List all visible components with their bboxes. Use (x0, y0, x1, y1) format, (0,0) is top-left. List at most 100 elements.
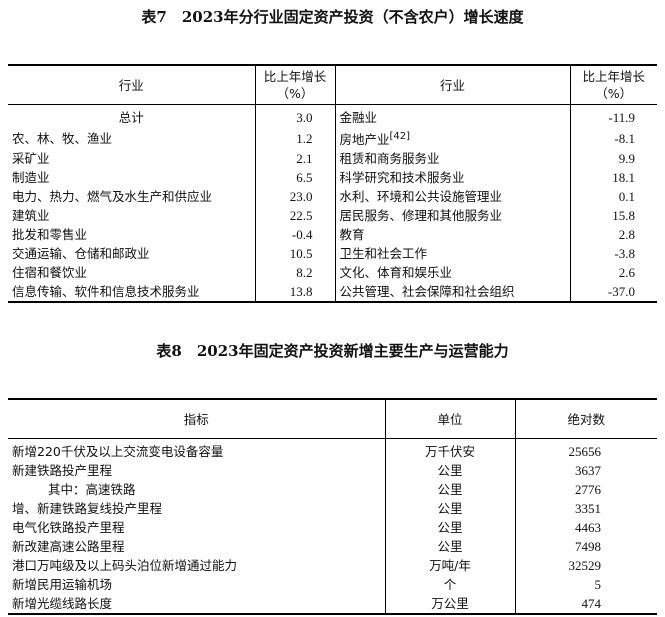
table7: 行业 比上年增长 （%） 行业 比上年增长 （%） 总计 3.0 金融业 -11.9 农、林… (8, 64, 657, 304)
value-cell: 4463 (575, 520, 601, 535)
value-cell: 7498 (575, 539, 601, 554)
industry-cell: 信息传输、软件和信息技术服务业 (8, 282, 256, 303)
table8: 指标 单位 绝对数 新增220千伏及以上交流变电设备容量 万千伏安 25656 新建铁… (8, 398, 657, 615)
table-row: 总计 3.0 金融业 -11.9 (8, 104, 657, 127)
table-row: 新增民用运输机场个 5 (8, 575, 657, 594)
header-industry-right: 行业 (335, 65, 571, 105)
table-row: 采矿业 2.1 租赁和商务服务业 9.9 (8, 149, 657, 169)
table-row: 批发和零售业 -0.4 教育 2.8 (8, 225, 657, 245)
industry-name: 文化、体育和娱乐业 (339, 265, 453, 281)
industry-cell: 交通运输、仓储和邮政业 (8, 244, 256, 264)
growth-cell: 1.2 (255, 127, 336, 150)
industry-name: 科学研究和技术服务业 (339, 170, 465, 186)
industry-cell: 批发和零售业 (8, 225, 256, 245)
growth-cell: 13.8 (255, 282, 336, 303)
value-cell: 2776 (575, 482, 601, 497)
industry-cell: 金融业 (335, 104, 571, 127)
indicator-cell: 新改建高速公路里程 (8, 537, 386, 556)
table-row: 增、新建铁路复线投产里程 公里 3351 (8, 499, 657, 518)
growth-cell: 23.0 (255, 187, 336, 207)
unit-cell: 公里 (385, 537, 516, 556)
industry-cell: 居民服务、修理和其他服务业 (335, 206, 571, 226)
industry-name: 水利、环境和公共设施管理业 (339, 189, 503, 205)
table-row: 电气化铁路投产里程 公里 4463 (8, 518, 657, 537)
industry-cell: 住宿和餐饮业 (8, 263, 256, 283)
table7-header: 行业 比上年增长 （%） 行业 比上年增长 （%） (8, 65, 657, 105)
indicator-cell: 电气化铁路投产里程 (8, 518, 386, 537)
table-row: 住宿和餐饮业 8.2 文化、体育和娱乐业 2.6 (8, 263, 657, 283)
unit-cell: 个 (385, 575, 516, 594)
header-unit: 单位 (385, 399, 516, 439)
unit-cell: 万千伏安 (385, 438, 516, 461)
unit-cell: 万公里 (385, 594, 516, 614)
growth-cell: 0.1 (618, 189, 635, 205)
industry-name: 卫生和社会工作 (339, 246, 428, 262)
unit-cell: 公里 (385, 518, 516, 537)
value-cell: 474 (581, 596, 602, 611)
table-row: 信息传输、软件和信息技术服务业 13.8 公共管理、社会保障和社会组织 -37.0 (8, 282, 657, 303)
industry-cell: 房地产业[42] (335, 127, 571, 150)
header-growth-right: 比上年增长 （%） (570, 65, 657, 105)
value-cell: 25656 (568, 444, 602, 459)
header-growth-line2: （%） (276, 86, 314, 101)
growth-cell: -0.4 (255, 225, 336, 245)
indicator-cell: 新增民用运输机场 (8, 575, 386, 594)
industry-cell: 采矿业 (8, 149, 256, 169)
table-row: 港口万吨级及以上码头泊位新增通过能力 万吨/年 32529 (8, 556, 657, 575)
growth-cell: 8.2 (255, 263, 336, 283)
table-row: 建筑业 22.5 居民服务、修理和其他服务业 15.8 (8, 206, 657, 226)
indicator-cell: 其中：高速铁路 (8, 480, 386, 499)
value-cell: 5 (594, 577, 602, 592)
indicator-cell: 港口万吨级及以上码头泊位新增通过能力 (8, 556, 386, 575)
value-cell: 3637 (575, 463, 601, 478)
growth-cell: -37.0 (607, 284, 635, 300)
value-cell: 3351 (575, 501, 601, 516)
industry-cell: 水利、环境和公共设施管理业 (335, 187, 571, 207)
growth-cell: 3.0 (255, 104, 336, 127)
growth-cell: 10.5 (255, 244, 336, 264)
industry-name: 公共管理、社会保障和社会组织 (339, 284, 515, 300)
industry-cell: 卫生和社会工作 (335, 244, 571, 264)
growth-cell: 22.5 (255, 206, 336, 226)
industry-cell: 农、林、牧、渔业 (8, 127, 256, 150)
table-row: 交通运输、仓储和邮政业 10.5 卫生和社会工作 -3.8 (8, 244, 657, 264)
industry-cell: 电力、热力、燃气及水生产和供应业 (8, 187, 256, 207)
industry-cell: 总计 (8, 104, 256, 127)
table7-title: 表7 2023年分行业固定资产投资（不含农户）增长速度 (141, 8, 524, 26)
growth-cell: -8.1 (614, 130, 635, 146)
unit-cell: 万吨/年 (385, 556, 516, 575)
table-row: 新改建高速公路里程 公里 7498 (8, 537, 657, 556)
unit-cell: 公里 (385, 480, 516, 499)
table-row: 制造业 6.5 科学研究和技术服务业 18.1 (8, 168, 657, 188)
growth-cell: 2.6 (618, 265, 635, 281)
header-value: 绝对数 (515, 399, 657, 439)
industry-name: 金融业 (339, 110, 378, 125)
unit-cell: 公里 (385, 461, 516, 480)
industry-cell: 公共管理、社会保障和社会组织 (335, 282, 571, 303)
value-cell: 32529 (568, 558, 602, 573)
industry-name: 租赁和商务服务业 (339, 151, 440, 167)
table-row: 新增220千伏及以上交流变电设备容量 万千伏安 25656 (8, 438, 657, 461)
footnote-link[interactable]: [42] (389, 131, 411, 142)
industry-cell: 制造业 (8, 168, 256, 188)
industry-name: 居民服务、修理和其他服务业 (339, 208, 503, 224)
industry-cell: 科学研究和技术服务业 (335, 168, 571, 188)
table8-header: 指标 单位 绝对数 (8, 399, 657, 439)
growth-cell: 9.9 (618, 151, 635, 167)
table-row: 电力、热力、燃气及水生产和供应业 23.0 水利、环境和公共设施管理业 0.1 (8, 187, 657, 207)
indicator-cell: 增、新建铁路复线投产里程 (8, 499, 386, 518)
table-row: 新建铁路投产里程 公里 3637 (8, 461, 657, 480)
growth-cell: -11.9 (608, 110, 635, 125)
indicator-cell: 新增220千伏及以上交流变电设备容量 (8, 438, 386, 461)
header-growth-line2: （%） (595, 86, 633, 101)
header-indicator: 指标 (8, 399, 386, 439)
header-industry: 行业 (8, 65, 256, 105)
unit-cell: 公里 (385, 499, 516, 518)
growth-cell: 2.8 (618, 227, 635, 243)
header-growth: 比上年增长 （%） (255, 65, 336, 105)
table8-title: 表8 2023年固定资产投资新增主要生产与运营能力 (156, 342, 509, 360)
table-row: 农、林、牧、渔业 1.2 房地产业[42] -8.1 (8, 127, 657, 150)
industry-cell: 建筑业 (8, 206, 256, 226)
growth-cell: 2.1 (255, 149, 336, 169)
growth-cell: 6.5 (255, 168, 336, 188)
